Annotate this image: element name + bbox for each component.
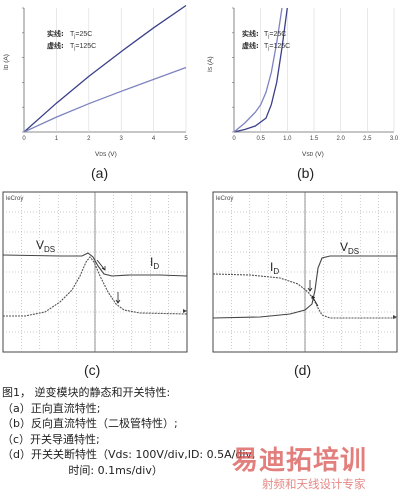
a-x-tick-label: 1 [55, 136, 59, 142]
b-legend-t1: T [264, 31, 269, 38]
svg-text:ID: ID [150, 255, 159, 271]
a-xlabel: V [95, 151, 100, 158]
chart-b: 0 0.5 1.0 1.5 2.0 2.5 3.0 实线: 虚线: Tj=25C Tj=12… [207, 7, 399, 158]
c-trigger-marker [183, 309, 187, 313]
d-vds-label: V [340, 240, 348, 254]
scope-d: leCroy ID VDS [212, 191, 398, 353]
d-arrow-1 [307, 280, 313, 292]
d-id-trace [212, 273, 397, 319]
d-brand: leCroy [216, 196, 233, 202]
b-legend-dashed: 虚线: [242, 41, 259, 50]
a-ylabel-unit: (A) [3, 54, 10, 64]
c-arrow-2 [115, 292, 121, 304]
b-xlabel: V [302, 151, 307, 158]
a-xlabel-unit: (V) [106, 151, 116, 158]
b-x-tick-label: 1.0 [283, 136, 292, 142]
b-x-tick-label: 0.5 [256, 136, 265, 142]
a-xlabel-sub: DS [99, 152, 107, 158]
caption-line-5: （d）开关关断特性（Vds: 100V/div,ID: 0.5A/div, [2, 448, 256, 461]
b-ylabel-unit: (A) [207, 56, 214, 66]
b-series-tj25 [233, 7, 288, 133]
panel-b-label: (b) [297, 165, 315, 181]
watermark-logo: 易迪拓培训 [232, 446, 368, 476]
caption-line-2: （a）正向直流特性; [2, 401, 101, 415]
c-id-trace [3, 256, 188, 317]
d-id-sub: D [273, 267, 279, 276]
c-vds-sub: DS [44, 245, 55, 254]
svg-text:VDS (V): VDS (V) [95, 151, 117, 158]
c-vds-label: V [36, 238, 44, 252]
a-x-tick-label: 5 [184, 136, 188, 142]
c-id-label: I [150, 255, 153, 269]
panel-c-label: (c) [84, 362, 101, 378]
b-xlabel-sub: SD [306, 152, 313, 158]
a-legend-t2-val: =125C [75, 43, 96, 50]
svg-text:VDS: VDS [340, 240, 359, 256]
b-legend-t2-val: =125C [269, 43, 290, 50]
a-legend-t1: T [70, 31, 75, 38]
b-x-tick-label: 2.5 [363, 136, 372, 142]
svg-text:Tj=125C: Tj=125C [70, 43, 96, 52]
a-legend-dashed: 虚线: [47, 41, 64, 50]
a-legend-t1-val: =25C [75, 31, 92, 38]
a-legend-t2-sub: j [73, 46, 75, 52]
svg-text:IS (A): IS (A) [207, 56, 214, 72]
svg-text:ID (A): ID (A) [3, 54, 10, 70]
b-legend-t2-sub: j [267, 46, 269, 52]
svg-text:VDS: VDS [36, 238, 55, 254]
b-x-tick-label: 2.0 [336, 136, 345, 142]
b-xlabel-unit: (V) [313, 151, 323, 158]
a-legend-t1-sub: j [73, 34, 75, 40]
watermark-tagline: 射频和天线设计专家 [262, 477, 366, 491]
svg-text:ID: ID [270, 260, 279, 276]
b-ylabel: I [207, 70, 214, 72]
a-series-tj25 [23, 4, 187, 133]
c-arrow-1 [96, 259, 106, 271]
c-vds-trace [2, 252, 188, 277]
caption-line-4: （c）开关导通特性; [2, 432, 100, 446]
b-x-tick-label: 3.0 [390, 136, 399, 142]
caption-line-1: 图1， 逆变模块的静态和开关特性: [2, 386, 171, 399]
a-series-tj125 [23, 66, 187, 133]
panel-a-label: (a) [91, 165, 109, 181]
d-vds-sub: DS [348, 247, 359, 256]
a-x-tick-label: 4 [152, 136, 156, 142]
a-x-tick-label: 0 [22, 136, 26, 142]
svg-text:VSD (V): VSD (V) [302, 151, 324, 158]
a-ylabel-sub: D [4, 64, 10, 68]
a-ylabel: I [3, 68, 10, 70]
b-legend-t2: T [264, 43, 269, 50]
b-x-tick-label: 0 [232, 136, 236, 142]
b-legend-t1-sub: j [267, 34, 269, 40]
a-x-tick-label: 2 [87, 136, 91, 142]
panel-d-label: (d) [294, 362, 312, 378]
d-arrow-2 [311, 295, 319, 307]
a-x-tick-label: 3 [120, 136, 124, 142]
d-vds-trace [212, 255, 397, 319]
a-legend-solid: 实线: [47, 29, 64, 38]
b-series-tj125 [233, 7, 283, 133]
svg-text:Tj=25C: Tj=25C [264, 31, 286, 40]
b-x-tick-label: 1.5 [310, 136, 319, 142]
c-brand: leCroy [6, 196, 23, 202]
scope-c: leCroy VDS ID [2, 191, 188, 353]
svg-text:Tj=25C: Tj=25C [70, 31, 92, 40]
caption-line-6: 时间: 0.1ms/div） [2, 463, 163, 477]
b-ylabel-sub: S [208, 66, 214, 70]
d-id-label: I [270, 260, 273, 274]
b-legend-t1-val: =25C [269, 31, 286, 38]
d-trigger-marker [393, 315, 397, 319]
svg-text:Tj=125C: Tj=125C [264, 43, 290, 52]
figure-caption: 图1， 逆变模块的静态和开关特性: （a）正向直流特性; （b）反向直流特性（二… [2, 385, 398, 478]
b-legend-solid: 实线: [242, 29, 259, 38]
c-id-sub: D [153, 262, 159, 271]
a-legend-t2: T [70, 43, 75, 50]
caption-line-3: （b）反向直流特性（二极管特性）; [2, 417, 178, 430]
